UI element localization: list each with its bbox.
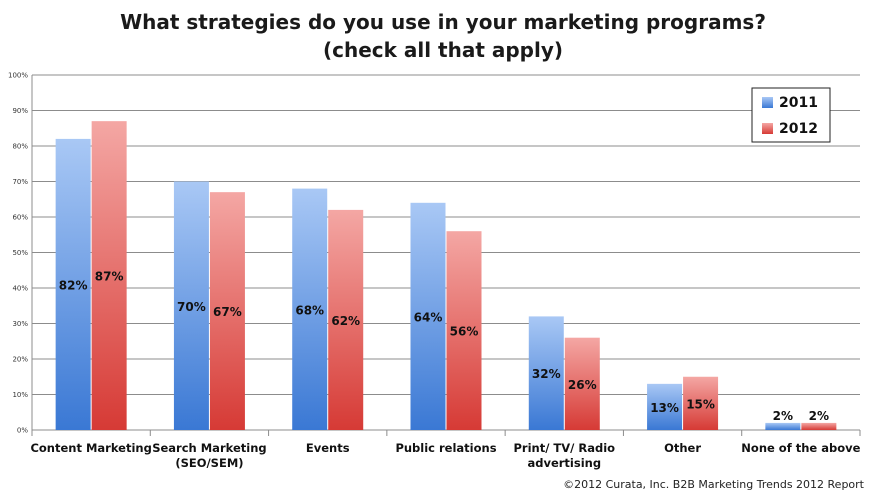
bar-2012 xyxy=(801,422,837,430)
y-tick-label: 40% xyxy=(12,285,28,293)
bar-2011 xyxy=(55,138,91,430)
gridlines xyxy=(32,74,860,431)
category-label: Events xyxy=(306,441,350,455)
source-footer: ©2012 Curata, Inc. B2B Marketing Trends … xyxy=(563,478,864,491)
category-label: Other xyxy=(664,441,701,455)
data-label: 26% xyxy=(568,378,597,392)
legend-label-2012: 2012 xyxy=(779,121,818,137)
y-tick-label: 20% xyxy=(12,356,28,364)
category-label: (SEO/SEM) xyxy=(175,456,243,470)
data-label: 82% xyxy=(59,278,88,292)
data-label: 62% xyxy=(331,314,360,328)
category-label: Search Marketing xyxy=(152,441,266,455)
bar-2011 xyxy=(292,188,328,430)
data-label: 2% xyxy=(773,409,793,423)
chart-title-line-2: (check all that apply) xyxy=(322,38,564,62)
data-label: 2% xyxy=(809,409,829,423)
data-label: 13% xyxy=(650,401,679,415)
y-tick-label: 60% xyxy=(12,214,28,222)
category-label: Print/ TV/ Radio xyxy=(513,441,615,455)
data-label: 67% xyxy=(213,305,242,319)
bar-2011 xyxy=(173,181,209,430)
legend-swatch-2011 xyxy=(762,97,773,108)
y-tick-label: 100% xyxy=(8,72,28,80)
y-tick-label: 80% xyxy=(12,143,28,151)
chart-title-line-1: What strategies do you use in your marke… xyxy=(120,10,766,34)
bar-2012 xyxy=(328,209,364,430)
category-label: Content Marketing xyxy=(30,441,151,455)
data-label: 15% xyxy=(686,397,715,411)
y-tick-label: 0% xyxy=(17,427,28,435)
category-label: advertising xyxy=(527,456,601,470)
data-label: 56% xyxy=(450,325,479,339)
bar-2012 xyxy=(446,231,482,430)
bar-2011 xyxy=(528,316,564,430)
bar-2012 xyxy=(683,376,719,430)
chart-title: What strategies do you use in your marke… xyxy=(0,8,886,64)
bar-2012 xyxy=(209,192,245,430)
y-tick-label: 70% xyxy=(12,178,28,186)
y-tick-label: 30% xyxy=(12,320,28,328)
y-tick-label: 50% xyxy=(12,249,28,257)
bar-2011 xyxy=(765,422,801,430)
category-label: None of the above xyxy=(741,441,860,455)
legend-label-2011: 2011 xyxy=(779,95,818,111)
bar-2011 xyxy=(647,383,683,430)
data-label: 68% xyxy=(295,303,324,317)
bars: 82% 70% 68% 64% 32% 13% 2% 87% 67% 62% 56% 26% 15% 2% xyxy=(55,121,837,431)
legend-swatch-2012 xyxy=(762,123,773,134)
x-axis: Content Marketing Search Marketing(SEO/SE… xyxy=(30,430,861,470)
bar-2012 xyxy=(564,337,600,430)
y-axis: 0% 10% 20% 30% 40% 50% 60% 70% 80% 90% 100% xyxy=(8,72,33,435)
bar-2012 xyxy=(91,121,127,431)
data-label: 32% xyxy=(532,367,561,381)
data-label: 70% xyxy=(177,300,206,314)
legend: 2011 2012 xyxy=(751,87,831,143)
y-tick-label: 90% xyxy=(12,107,28,115)
category-label: Public relations xyxy=(395,441,496,455)
y-tick-label: 10% xyxy=(12,391,28,399)
data-label: 87% xyxy=(95,270,124,284)
data-label: 64% xyxy=(414,310,443,324)
bar-2011 xyxy=(410,202,446,430)
